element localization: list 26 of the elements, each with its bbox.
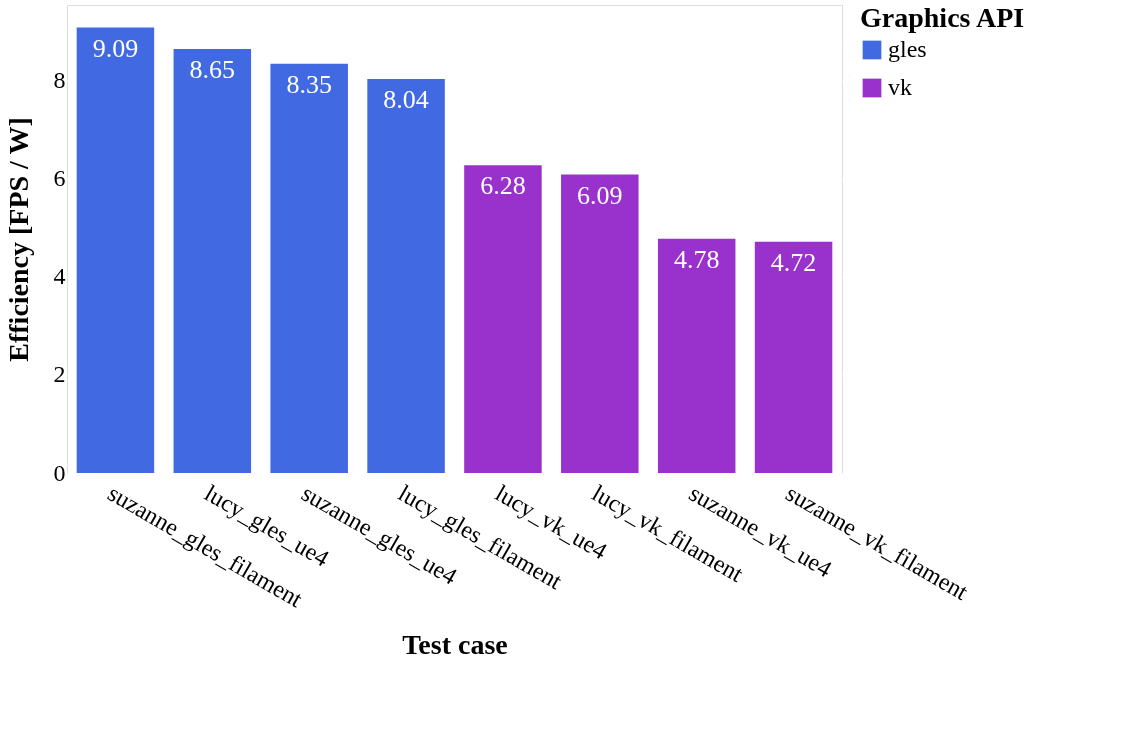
legend-title: Graphics API	[860, 2, 1025, 33]
data-label: 8.65	[189, 55, 236, 85]
data-label: 4.72	[770, 247, 817, 277]
data-label: 8.04	[383, 85, 429, 114]
bar	[270, 63, 348, 473]
data-label: 6.09	[577, 180, 623, 210]
data-label: 6.28	[480, 171, 526, 201]
y-tick-label: 0	[53, 459, 66, 486]
y-tick-label: 6	[53, 165, 66, 192]
y-tick-label: 4	[53, 263, 66, 290]
bar	[173, 49, 252, 473]
data-label: 8.35	[286, 69, 332, 99]
legend-label: gles	[888, 36, 927, 62]
y-tick-label: 2	[53, 361, 66, 388]
bar	[76, 27, 155, 473]
bar	[367, 79, 445, 473]
bar	[657, 238, 736, 473]
bar	[464, 165, 542, 473]
legend-label: vk	[888, 74, 912, 100]
bar	[561, 174, 639, 473]
y-axis-title: Efficiency [FPS / W]	[2, 117, 34, 362]
x-axis-title: Test case	[402, 629, 508, 661]
data-label: 4.78	[673, 244, 720, 274]
y-tick-label: 8	[53, 67, 66, 94]
bar	[754, 241, 833, 473]
data-label: 9.09	[92, 33, 139, 63]
